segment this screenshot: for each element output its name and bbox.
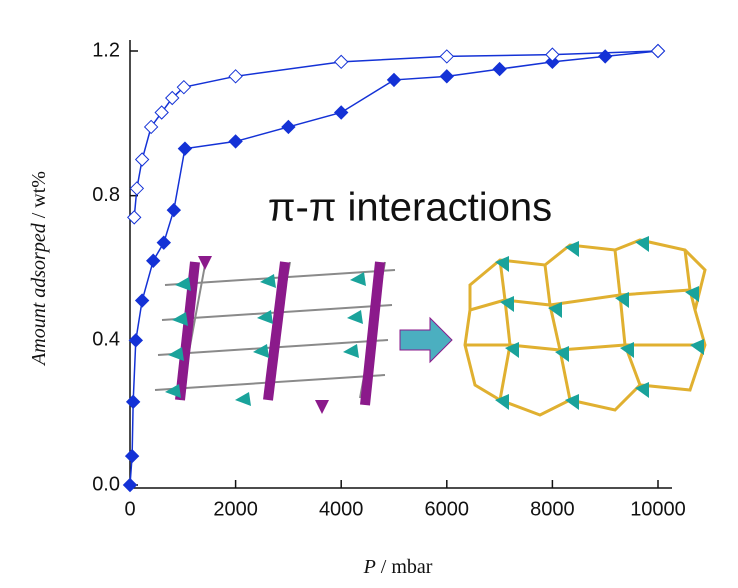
y-tick-label: 0.4 [92,329,120,351]
data-point [545,54,560,70]
data-point [124,448,140,464]
data-point [134,293,150,308]
x-tick-label: 10000 [630,498,686,520]
data-point [650,43,666,59]
data-point [166,202,182,218]
series-line [129,50,659,486]
data-point [439,49,455,64]
y-tick-label: 0.0 [92,473,120,495]
data-point [386,72,402,88]
data-point [176,79,192,95]
x-label-unit: / mbar [376,556,433,578]
data-point [125,394,141,410]
data-point [492,61,507,77]
data-point [177,141,193,156]
y-label-italic: Amount adsorped [28,222,50,367]
data-point [122,477,138,493]
data-point [281,119,296,135]
data-point [146,253,161,268]
annotation: π-π interactions [268,186,552,230]
arrow [399,316,453,364]
data-point [128,333,144,348]
data-point [129,181,145,196]
x-tick-label: 0 [124,498,135,520]
data-point [228,69,243,84]
data-point [597,49,613,64]
x-label-italic: P [363,556,376,578]
data-point [134,152,150,167]
x-tick-label: 4000 [319,498,364,520]
structure-left-nodes [165,256,385,414]
data-point [333,54,349,70]
y-tick-label: 0.8 [92,184,120,206]
data-point [228,134,243,149]
y-tick-label: 1.2 [92,39,120,61]
data-point [127,210,142,225]
y-axis-label: Amount adsorped / wt% [28,171,50,367]
data-point [165,90,180,106]
x-tick-label: 8000 [530,498,575,520]
data-point [545,47,560,62]
data-point [154,105,169,120]
data-point [439,69,455,84]
x-tick-label: 2000 [213,498,258,520]
data-point [143,119,159,135]
x-tick-label: 6000 [425,498,470,520]
y-label-unit: / wt% [28,171,50,223]
x-axis-label: P / mbar [363,556,433,578]
data-point [156,235,171,250]
data-point [333,105,349,120]
